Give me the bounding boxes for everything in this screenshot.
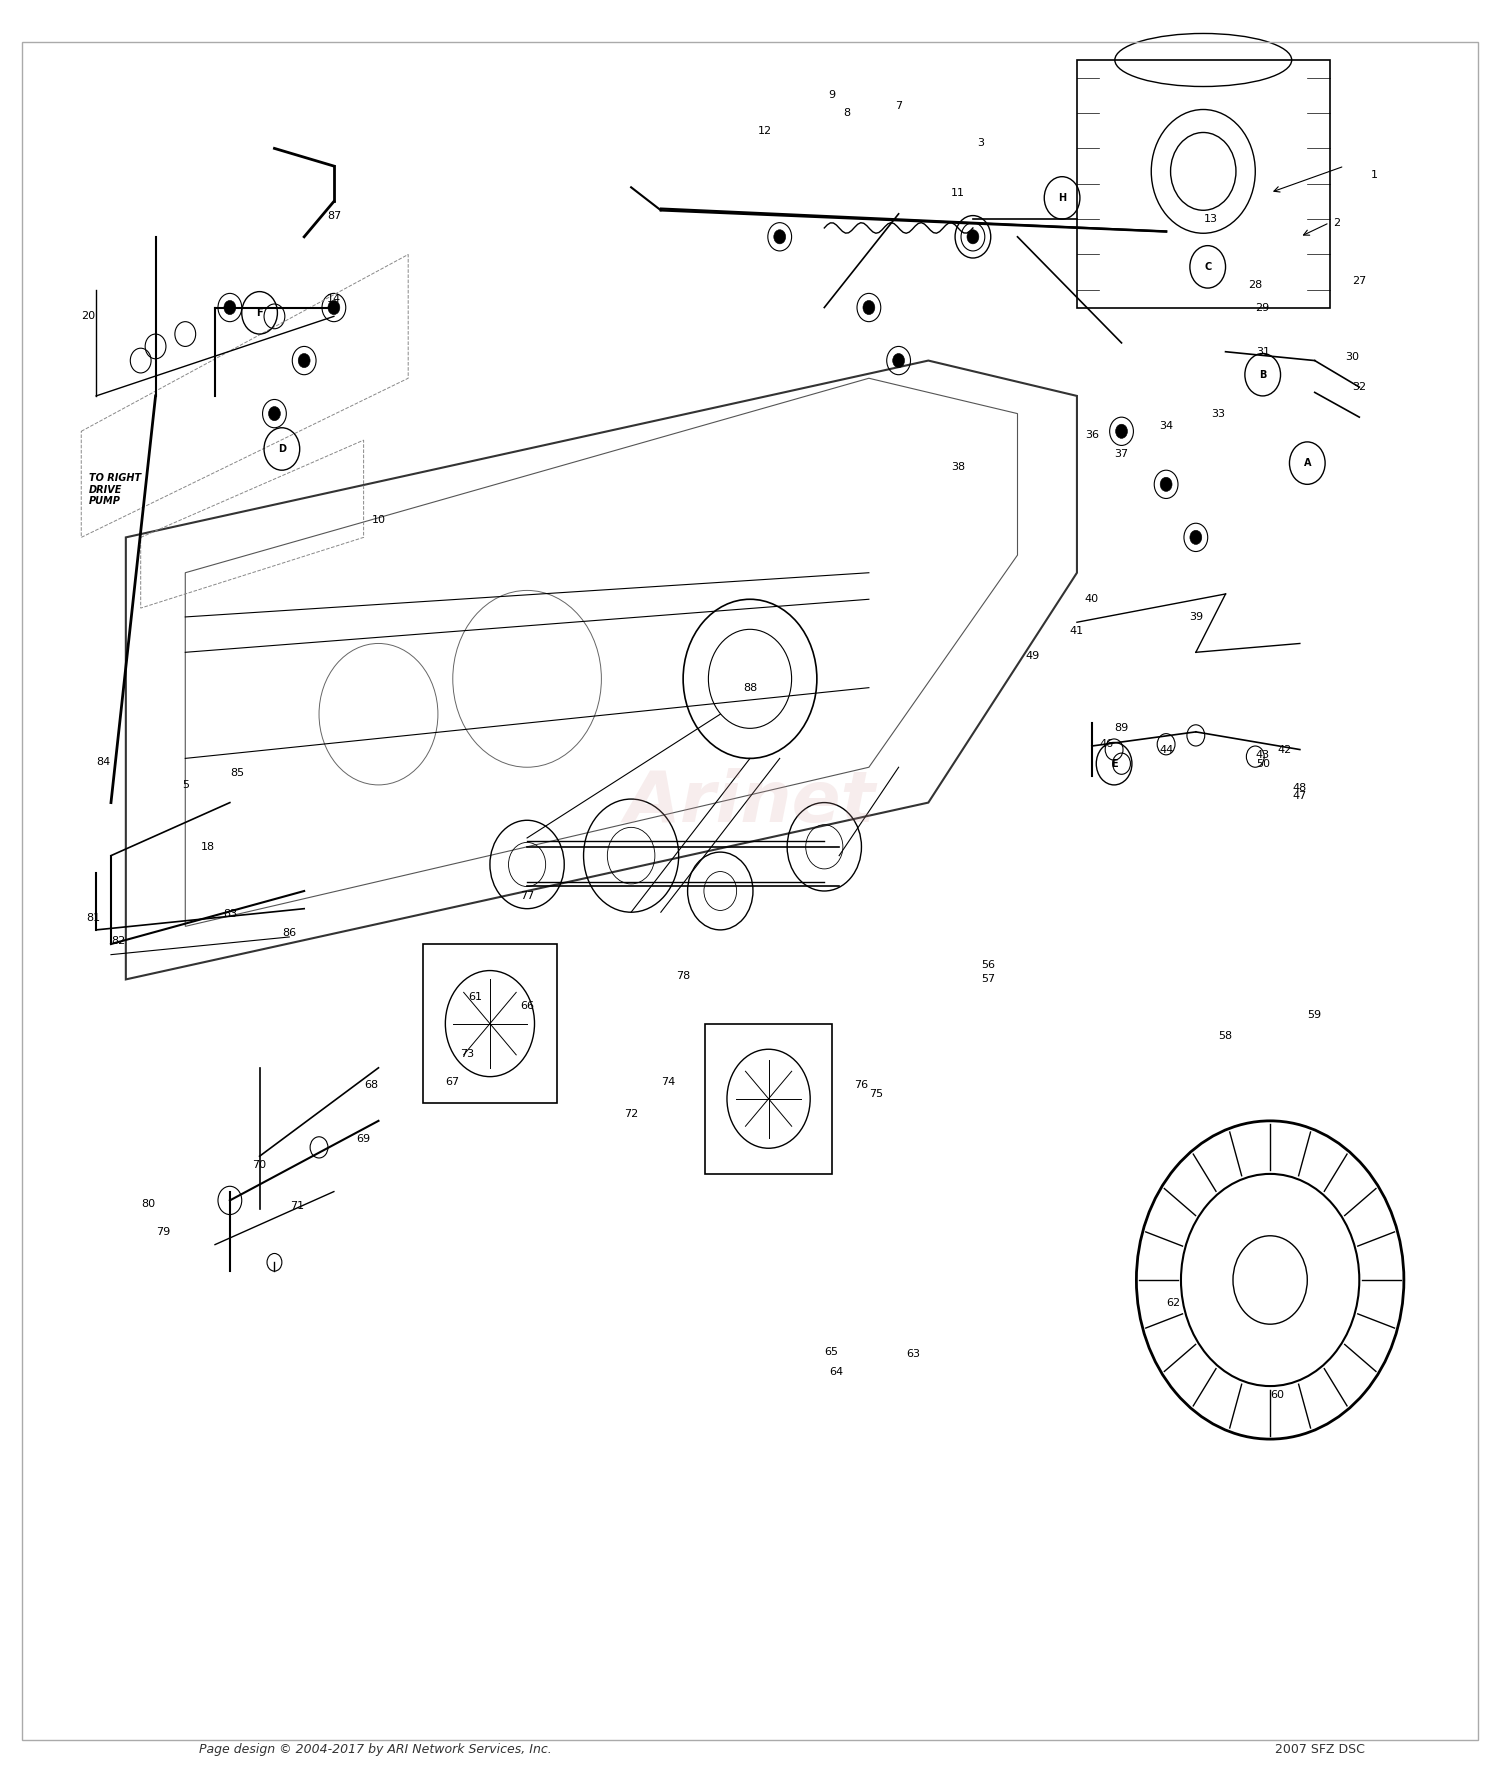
- Text: 73: 73: [460, 1048, 474, 1059]
- Text: 44: 44: [1160, 745, 1173, 754]
- Text: 80: 80: [141, 1199, 154, 1208]
- Text: 57: 57: [981, 975, 994, 984]
- Circle shape: [224, 301, 236, 315]
- Text: 66: 66: [520, 1001, 534, 1010]
- Text: 32: 32: [1352, 381, 1366, 392]
- Text: Page design © 2004-2017 by ARI Network Services, Inc.: Page design © 2004-2017 by ARI Network S…: [198, 1743, 552, 1757]
- Text: 86: 86: [282, 928, 297, 939]
- Text: 2007 SFZ DSC: 2007 SFZ DSC: [1275, 1743, 1365, 1757]
- Text: 37: 37: [1114, 449, 1128, 460]
- Text: E: E: [1112, 759, 1118, 768]
- Text: 62: 62: [1167, 1297, 1180, 1308]
- Text: 47: 47: [1293, 791, 1306, 800]
- Text: 9: 9: [828, 91, 836, 100]
- Text: 46: 46: [1100, 740, 1113, 748]
- Text: 72: 72: [624, 1108, 638, 1119]
- Text: 70: 70: [252, 1160, 267, 1171]
- Text: 18: 18: [201, 841, 214, 852]
- Text: 7: 7: [896, 102, 902, 110]
- Circle shape: [892, 353, 904, 367]
- Text: 65: 65: [825, 1347, 839, 1358]
- Text: 43: 43: [1256, 750, 1270, 759]
- Circle shape: [268, 406, 280, 421]
- Text: H: H: [1058, 192, 1066, 203]
- Text: 33: 33: [1210, 408, 1225, 419]
- Text: 84: 84: [96, 757, 111, 766]
- Text: 41: 41: [1070, 625, 1084, 636]
- Text: 76: 76: [855, 1080, 868, 1091]
- Text: 61: 61: [468, 993, 482, 1001]
- Text: 74: 74: [662, 1076, 675, 1087]
- Text: 60: 60: [1270, 1390, 1284, 1401]
- Circle shape: [968, 230, 980, 244]
- Text: Arinet: Arinet: [624, 768, 876, 838]
- Text: 49: 49: [1024, 650, 1039, 661]
- Text: 40: 40: [1084, 593, 1100, 604]
- Circle shape: [862, 301, 874, 315]
- Text: 63: 63: [906, 1349, 921, 1360]
- Text: 88: 88: [742, 683, 758, 693]
- Text: 68: 68: [364, 1080, 378, 1091]
- Text: G: G: [969, 232, 976, 242]
- Text: 67: 67: [446, 1076, 460, 1087]
- Text: 13: 13: [1203, 214, 1218, 225]
- Text: 5: 5: [182, 781, 189, 789]
- Text: F: F: [256, 308, 262, 317]
- Text: 2: 2: [1334, 217, 1341, 228]
- Text: 12: 12: [758, 127, 772, 135]
- Text: 59: 59: [1308, 1010, 1322, 1019]
- Circle shape: [1160, 478, 1172, 492]
- Text: 28: 28: [1248, 280, 1263, 289]
- Text: 48: 48: [1293, 784, 1306, 793]
- Text: TO RIGHT
DRIVE
PUMP: TO RIGHT DRIVE PUMP: [88, 472, 141, 506]
- Text: 39: 39: [1190, 611, 1203, 622]
- Text: 58: 58: [1218, 1032, 1233, 1041]
- Text: D: D: [278, 444, 286, 454]
- Text: 1: 1: [1371, 169, 1377, 180]
- Text: 85: 85: [230, 768, 244, 777]
- Text: 81: 81: [86, 912, 100, 923]
- Text: B: B: [1258, 369, 1266, 380]
- Text: 69: 69: [357, 1133, 370, 1144]
- Text: 3: 3: [976, 137, 984, 148]
- Text: 10: 10: [372, 515, 386, 524]
- Text: 20: 20: [81, 312, 96, 321]
- Text: 29: 29: [1256, 303, 1270, 312]
- Circle shape: [298, 353, 310, 367]
- Text: 82: 82: [111, 936, 126, 946]
- Text: 42: 42: [1278, 745, 1292, 754]
- Text: 77: 77: [520, 891, 534, 902]
- Text: 30: 30: [1346, 353, 1359, 362]
- Text: 89: 89: [1114, 723, 1128, 734]
- Text: 64: 64: [830, 1367, 843, 1377]
- Text: A: A: [1304, 458, 1311, 469]
- Text: 50: 50: [1256, 759, 1269, 768]
- Text: 36: 36: [1084, 429, 1100, 440]
- Text: 78: 78: [676, 971, 690, 980]
- Text: 83: 83: [224, 909, 237, 920]
- Circle shape: [328, 301, 340, 315]
- Circle shape: [1190, 531, 1202, 545]
- Text: 14: 14: [327, 294, 340, 303]
- Text: 11: 11: [951, 187, 964, 198]
- Text: 27: 27: [1352, 276, 1366, 285]
- Text: 8: 8: [843, 109, 850, 118]
- Text: 87: 87: [327, 210, 340, 221]
- Text: 56: 56: [981, 960, 994, 969]
- Text: 75: 75: [870, 1089, 883, 1099]
- Text: 71: 71: [290, 1201, 304, 1210]
- Text: 38: 38: [951, 462, 964, 472]
- Text: C: C: [1204, 262, 1212, 273]
- Circle shape: [774, 230, 786, 244]
- Text: 34: 34: [1160, 421, 1173, 431]
- Text: 31: 31: [1256, 347, 1269, 356]
- Text: 79: 79: [156, 1228, 170, 1237]
- Circle shape: [1116, 424, 1128, 438]
